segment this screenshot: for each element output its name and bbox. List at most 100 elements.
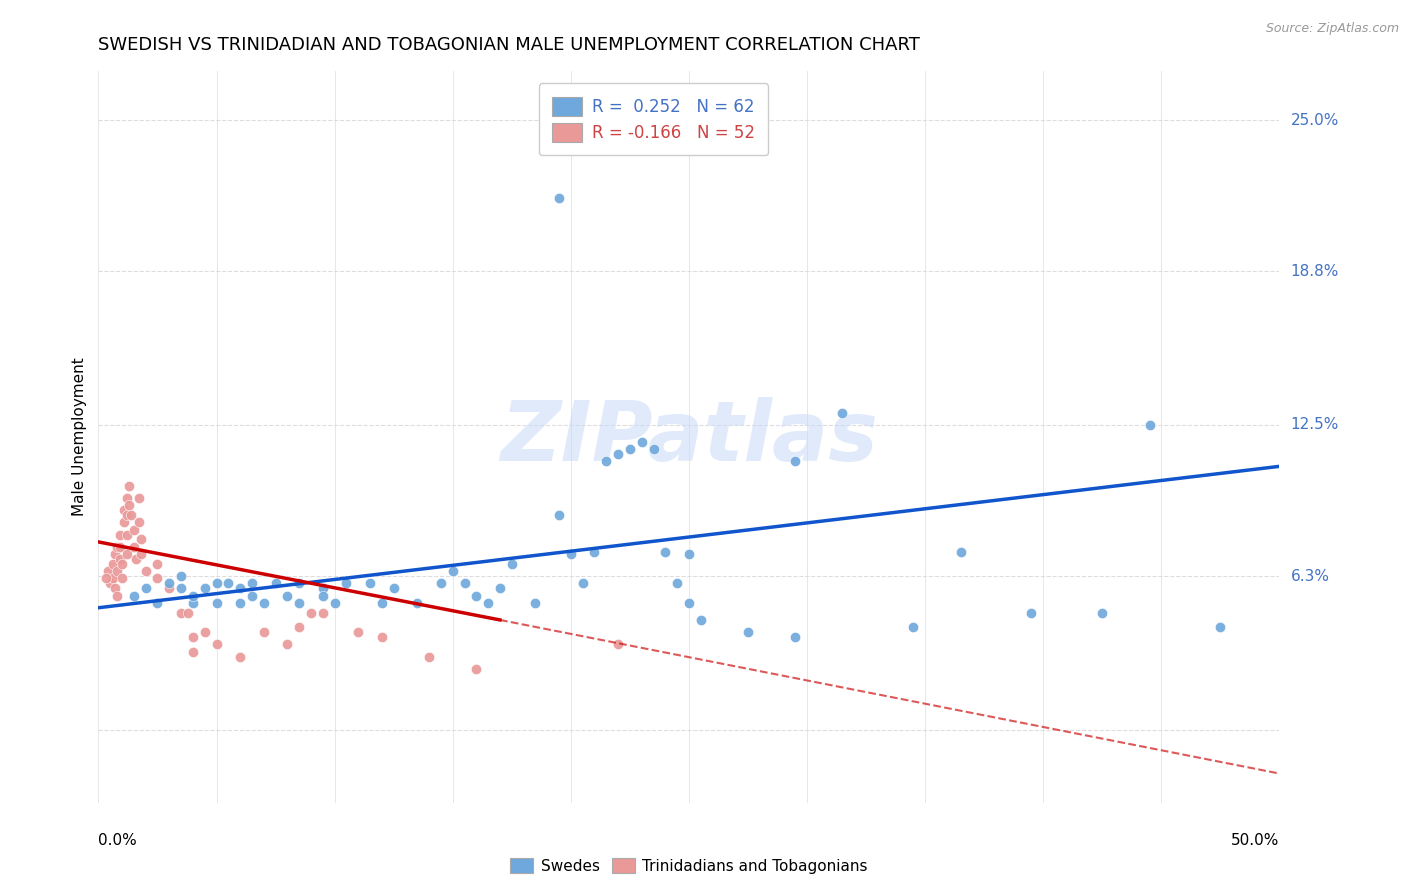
Point (194, 581, 217, 595)
Point (240, 589, 263, 603)
Point (253, 625, 276, 640)
Point (737, 625, 759, 640)
Point (583, 544, 606, 558)
Point (785, 630, 807, 644)
Point (128, 491, 150, 505)
Point (125, 552, 148, 566)
Point (347, 625, 370, 640)
Point (441, 564, 464, 578)
Point (122, 589, 145, 603)
Point (115, 527, 138, 541)
Point (122, 523, 145, 537)
Point (170, 569, 193, 583)
Y-axis label: Male Unemployment: Male Unemployment (72, 358, 87, 516)
Point (157, 581, 180, 595)
Text: Source: ZipAtlas.com: Source: ZipAtlas.com (1265, 22, 1399, 36)
Point (312, 589, 335, 603)
Point (382, 581, 405, 595)
Point (607, 447, 630, 461)
Point (111, 557, 134, 571)
Point (1209, 620, 1232, 634)
Point (240, 576, 263, 591)
Point (619, 442, 641, 457)
Point (524, 596, 547, 610)
Point (831, 406, 853, 420)
Point (548, 191, 571, 205)
Point (104, 547, 127, 561)
Point (312, 606, 335, 620)
Point (101, 557, 124, 571)
Point (118, 499, 141, 513)
Point (105, 589, 128, 603)
Point (465, 589, 488, 603)
Point (477, 596, 499, 610)
Point (105, 564, 128, 578)
Point (170, 606, 193, 620)
Point (406, 596, 429, 610)
Point (560, 547, 582, 561)
Point (465, 662, 488, 676)
Point (678, 547, 700, 561)
Point (181, 596, 204, 610)
Point (108, 552, 131, 566)
Point (288, 620, 311, 634)
Point (571, 576, 593, 591)
Point (129, 547, 152, 561)
Point (205, 576, 228, 591)
Point (205, 637, 228, 651)
Text: 0.0%: 0.0% (98, 833, 138, 848)
Legend: R =  0.252   N = 62, R = -0.166   N = 52: R = 0.252 N = 62, R = -0.166 N = 52 (538, 83, 768, 155)
Point (335, 576, 357, 591)
Point (501, 557, 523, 571)
Point (949, 544, 972, 558)
Point (205, 596, 228, 610)
Point (359, 576, 381, 591)
Point (177, 606, 200, 620)
Text: SWEDISH VS TRINIDADIAN AND TOBAGONIAN MALE UNEMPLOYMENT CORRELATION CHART: SWEDISH VS TRINIDADIAN AND TOBAGONIAN MA… (98, 36, 921, 54)
Point (607, 637, 630, 651)
Point (121, 508, 143, 522)
Point (194, 625, 217, 640)
Text: 12.5%: 12.5% (1291, 417, 1339, 433)
Point (288, 576, 311, 591)
Point (181, 645, 204, 659)
Legend: Swedes, Trinidadians and Tobagonians: Swedes, Trinidadians and Tobagonians (503, 852, 875, 880)
Text: 50.0%: 50.0% (1232, 833, 1279, 848)
Point (104, 581, 127, 595)
Point (135, 564, 157, 578)
Point (312, 581, 335, 595)
Point (146, 596, 169, 610)
Point (371, 630, 394, 644)
Point (229, 581, 252, 595)
Point (105, 540, 128, 554)
Point (112, 503, 135, 517)
Point (157, 576, 180, 591)
Point (108, 540, 131, 554)
Point (323, 596, 346, 610)
Point (288, 596, 311, 610)
Point (489, 581, 512, 595)
Point (630, 434, 652, 449)
Point (97, 564, 120, 578)
Point (276, 589, 298, 603)
Point (112, 516, 135, 530)
Point (181, 630, 204, 644)
Point (418, 649, 440, 664)
Point (181, 589, 204, 603)
Point (371, 596, 394, 610)
Text: ZIPatlas: ZIPatlas (501, 397, 877, 477)
Point (654, 544, 676, 558)
Point (430, 576, 453, 591)
Point (146, 572, 169, 586)
Point (217, 576, 239, 591)
Point (548, 508, 571, 522)
Point (118, 479, 141, 493)
Point (453, 576, 475, 591)
Point (666, 576, 689, 591)
Point (264, 576, 287, 591)
Point (128, 516, 150, 530)
Point (115, 508, 138, 522)
Point (115, 547, 138, 561)
Point (643, 442, 665, 457)
Point (1139, 417, 1161, 432)
